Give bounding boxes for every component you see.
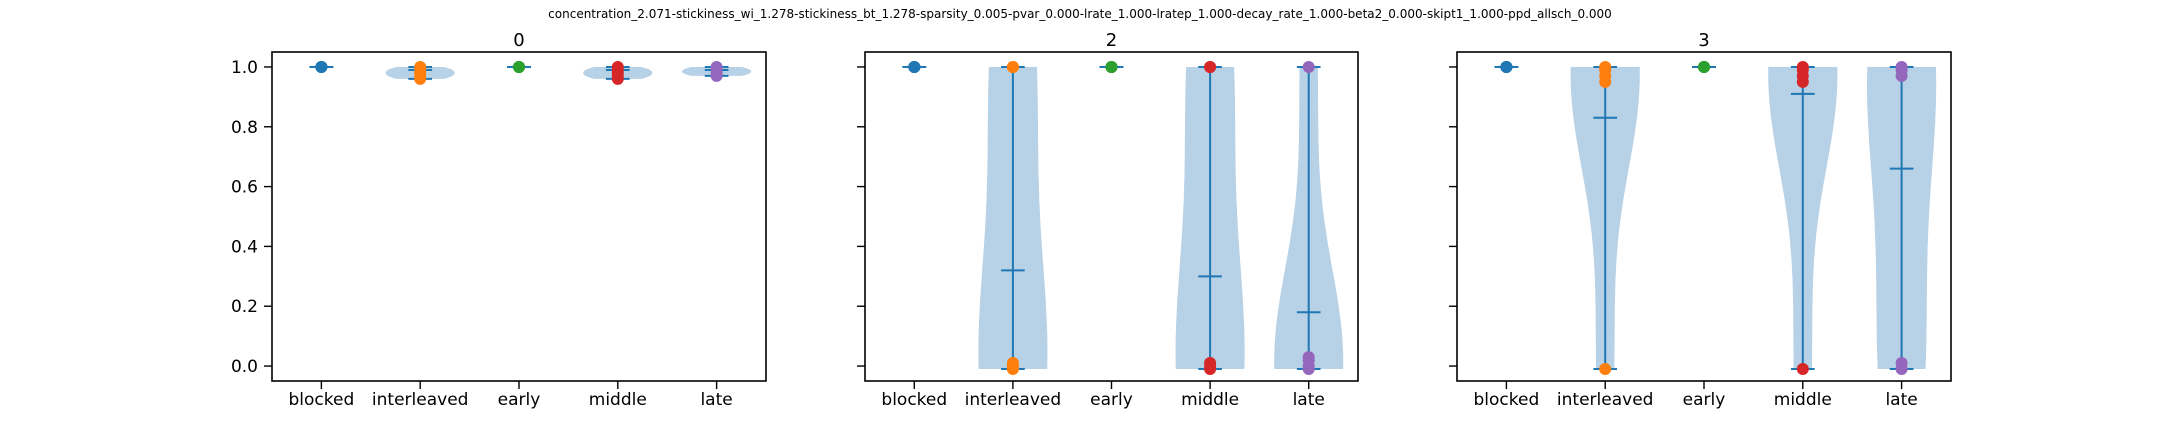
chart-panel-0: 0 0.0 0.2 0.4 0.6 0.8 1.0 blocked interleaved ear… — [231, 30, 767, 410]
data-point-late — [710, 69, 723, 82]
x-tick-label-interleaved: interleaved — [965, 390, 1062, 410]
data-point-middle — [1796, 363, 1809, 376]
panel-title: 3 — [1698, 30, 1709, 51]
figure-suptitle: concentration_2.071-stickiness_wi_1.278-… — [548, 7, 1612, 21]
x-tick-label-middle: middle — [1181, 390, 1239, 410]
data-point-middle — [1796, 75, 1809, 88]
x-tick-label-middle: middle — [1774, 390, 1832, 410]
data-point-interleaved — [1006, 60, 1019, 73]
x-tick-label-middle: middle — [589, 390, 647, 410]
data-point-middle — [1204, 363, 1217, 376]
data-point-blocked — [315, 60, 328, 73]
data-point-early — [1105, 60, 1118, 73]
x-tick-label-early: early — [1683, 390, 1726, 410]
data-point-blocked — [1500, 60, 1513, 73]
y-tick-label: 0.6 — [231, 178, 258, 198]
data-point-interleaved — [1006, 363, 1019, 376]
data-point-early — [513, 60, 525, 73]
data-point-early — [1698, 60, 1710, 73]
y-tick-label: 0.0 — [231, 357, 258, 377]
data-point-middle — [1204, 60, 1217, 73]
data-point-late — [1302, 60, 1315, 73]
x-tick-label-interleaved: interleaved — [1557, 390, 1654, 410]
x-tick-label-blocked: blocked — [1474, 390, 1540, 410]
x-tick-label-blocked: blocked — [881, 390, 947, 410]
x-tick-label-late: late — [700, 390, 732, 410]
y-tick-label: 0.8 — [231, 118, 258, 138]
data-point-late — [1895, 69, 1908, 82]
x-tick-label-blocked: blocked — [289, 390, 355, 410]
data-point-late — [1302, 363, 1315, 376]
x-tick-label-interleaved: interleaved — [372, 390, 469, 410]
x-tick-label-late: late — [1293, 390, 1325, 410]
data-point-interleaved — [1599, 75, 1612, 88]
y-tick-label: 0.2 — [231, 297, 258, 317]
chart-panel-3: 3 blocked interleaved early middle late — [1449, 30, 1952, 410]
data-point-middle — [611, 72, 624, 85]
x-tick-label-late: late — [1885, 390, 1917, 410]
data-point-interleaved — [1599, 363, 1612, 376]
panel-title: 0 — [513, 30, 524, 51]
data-point-late — [1895, 363, 1908, 376]
panel-title: 2 — [1106, 30, 1117, 51]
y-tick-label: 0.4 — [231, 237, 258, 257]
y-tick-label: 1.0 — [231, 58, 258, 78]
axes-frame — [271, 51, 767, 382]
chart-panel-2: 2 blocked interleaved early middle late — [857, 30, 1359, 410]
x-tick-label-early: early — [498, 390, 541, 410]
data-point-interleaved — [414, 72, 427, 85]
data-point-blocked — [908, 60, 921, 73]
x-tick-label-early: early — [1090, 390, 1133, 410]
